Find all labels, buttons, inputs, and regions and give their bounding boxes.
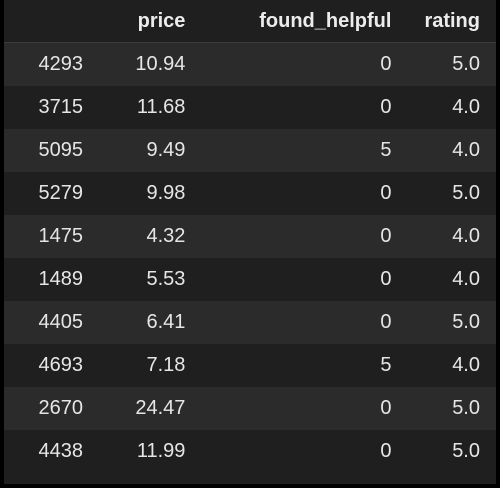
header-rating: rating (391, 0, 496, 43)
table-row: 5095 9.49 5 4.0 (4, 129, 496, 172)
cell-found-helpful: 0 (185, 258, 392, 301)
cell-price: 10.94 (86, 42, 186, 86)
cell-rating: 4.0 (391, 344, 496, 387)
table-row: 4293 10.94 0 5.0 (4, 42, 496, 86)
cell-found-helpful: 5 (185, 129, 392, 172)
cell-found-helpful: 5 (185, 344, 392, 387)
table-row: 4438 11.99 0 5.0 (4, 430, 496, 473)
cell-rating: 4.0 (391, 86, 496, 129)
row-index: 5279 (4, 172, 86, 215)
cell-price: 6.41 (86, 301, 186, 344)
cell-found-helpful: 0 (185, 301, 392, 344)
header-found-helpful: found_helpful (185, 0, 392, 43)
dataframe-output: price found_helpful rating 4293 10.94 0 … (4, 0, 496, 484)
cell-found-helpful: 0 (185, 42, 392, 86)
row-index: 3715 (4, 86, 86, 129)
cell-price: 24.47 (86, 387, 186, 430)
cell-price: 11.99 (86, 430, 186, 473)
row-index: 4293 (4, 42, 86, 86)
cell-found-helpful: 0 (185, 430, 392, 473)
cell-rating: 5.0 (391, 430, 496, 473)
row-index: 4405 (4, 301, 86, 344)
cell-found-helpful: 0 (185, 86, 392, 129)
cell-found-helpful: 0 (185, 215, 392, 258)
table-row: 2670 24.47 0 5.0 (4, 387, 496, 430)
table-header: price found_helpful rating (4, 0, 496, 43)
cell-rating: 5.0 (391, 301, 496, 344)
cell-rating: 4.0 (391, 129, 496, 172)
cell-rating: 4.0 (391, 258, 496, 301)
row-index: 1489 (4, 258, 86, 301)
cell-price: 9.98 (86, 172, 186, 215)
header-row: price found_helpful rating (4, 0, 496, 43)
table-row: 4693 7.18 5 4.0 (4, 344, 496, 387)
cell-price: 4.32 (86, 215, 186, 258)
cell-price: 5.53 (86, 258, 186, 301)
table-row: 3715 11.68 0 4.0 (4, 86, 496, 129)
cell-found-helpful: 0 (185, 172, 392, 215)
cell-rating: 4.0 (391, 215, 496, 258)
cell-rating: 5.0 (391, 42, 496, 86)
row-index: 2670 (4, 387, 86, 430)
table-body: 4293 10.94 0 5.0 3715 11.68 0 4.0 5095 9… (4, 42, 496, 473)
cell-price: 11.68 (86, 86, 186, 129)
cell-price: 7.18 (86, 344, 186, 387)
header-price: price (86, 0, 186, 43)
table-row: 4405 6.41 0 5.0 (4, 301, 496, 344)
row-index: 1475 (4, 215, 86, 258)
table-row: 1489 5.53 0 4.0 (4, 258, 496, 301)
cell-found-helpful: 0 (185, 387, 392, 430)
row-index: 4438 (4, 430, 86, 473)
row-index: 4693 (4, 344, 86, 387)
table-row: 1475 4.32 0 4.0 (4, 215, 496, 258)
cell-rating: 5.0 (391, 387, 496, 430)
cell-rating: 5.0 (391, 172, 496, 215)
row-index: 5095 (4, 129, 86, 172)
dataframe-table: price found_helpful rating 4293 10.94 0 … (4, 0, 496, 473)
table-row: 5279 9.98 0 5.0 (4, 172, 496, 215)
cell-price: 9.49 (86, 129, 186, 172)
header-index (4, 0, 86, 43)
